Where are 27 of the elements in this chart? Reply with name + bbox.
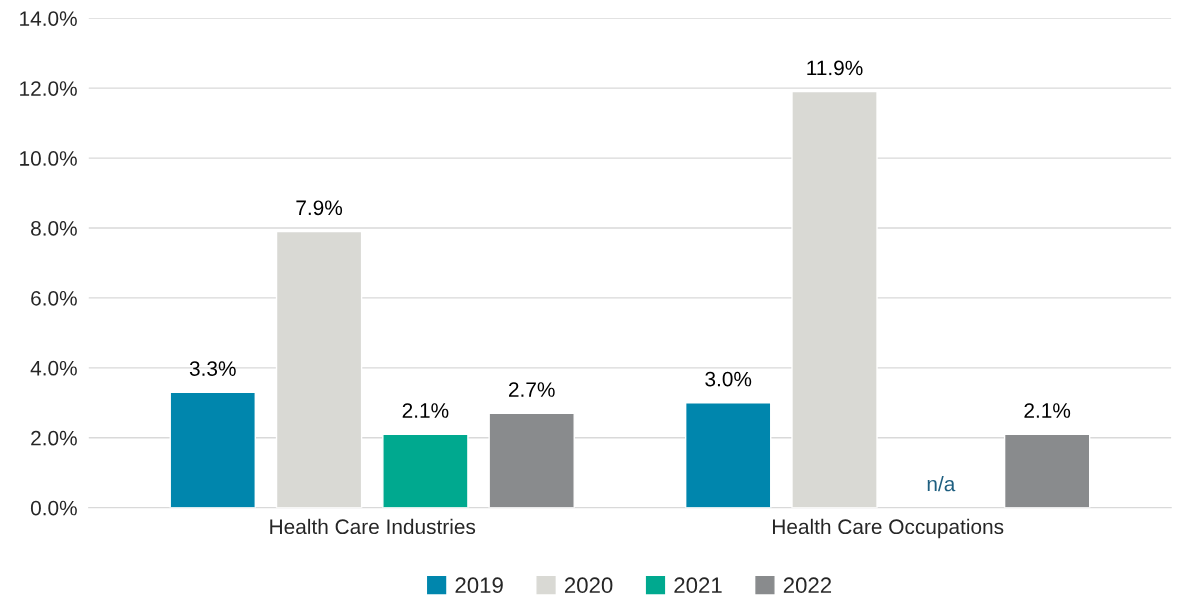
bar — [488, 412, 575, 508]
data-label: 2.1% — [1024, 403, 1071, 418]
bar — [382, 433, 469, 508]
y-tick-label: 2.0% — [31, 430, 77, 446]
legend-label: 2020 — [564, 577, 613, 594]
data-label: 2.7% — [509, 382, 555, 397]
y-tick-label: 6.0% — [31, 290, 77, 306]
data-label: 11.9% — [807, 60, 863, 76]
data-label: 3.0% — [705, 371, 752, 387]
legend-label: 2022 — [783, 577, 832, 594]
y-tick-label: 8.0% — [31, 221, 77, 236]
data-label: 7.9% — [296, 200, 343, 216]
y-tick-label: 14.0% — [20, 11, 77, 26]
data-label: 3.3% — [189, 361, 236, 376]
data-label: 2.1% — [402, 403, 449, 418]
y-tick-label: 4.0% — [30, 360, 77, 376]
legend-label: 2019 — [455, 577, 503, 594]
text: n/a — [927, 476, 956, 492]
bar — [1003, 433, 1091, 508]
bar — [684, 402, 772, 508]
x-tick-label: Health Care Industries — [270, 518, 476, 535]
x-tick-label: Health Care Occupations — [773, 518, 1004, 539]
bar — [169, 391, 256, 508]
y-tick-label: 10.0% — [20, 151, 77, 166]
y-tick-label: 12.0% — [20, 81, 77, 96]
y-tick-label: 0.0% — [30, 500, 77, 516]
legend-label: 2021 — [674, 577, 722, 594]
